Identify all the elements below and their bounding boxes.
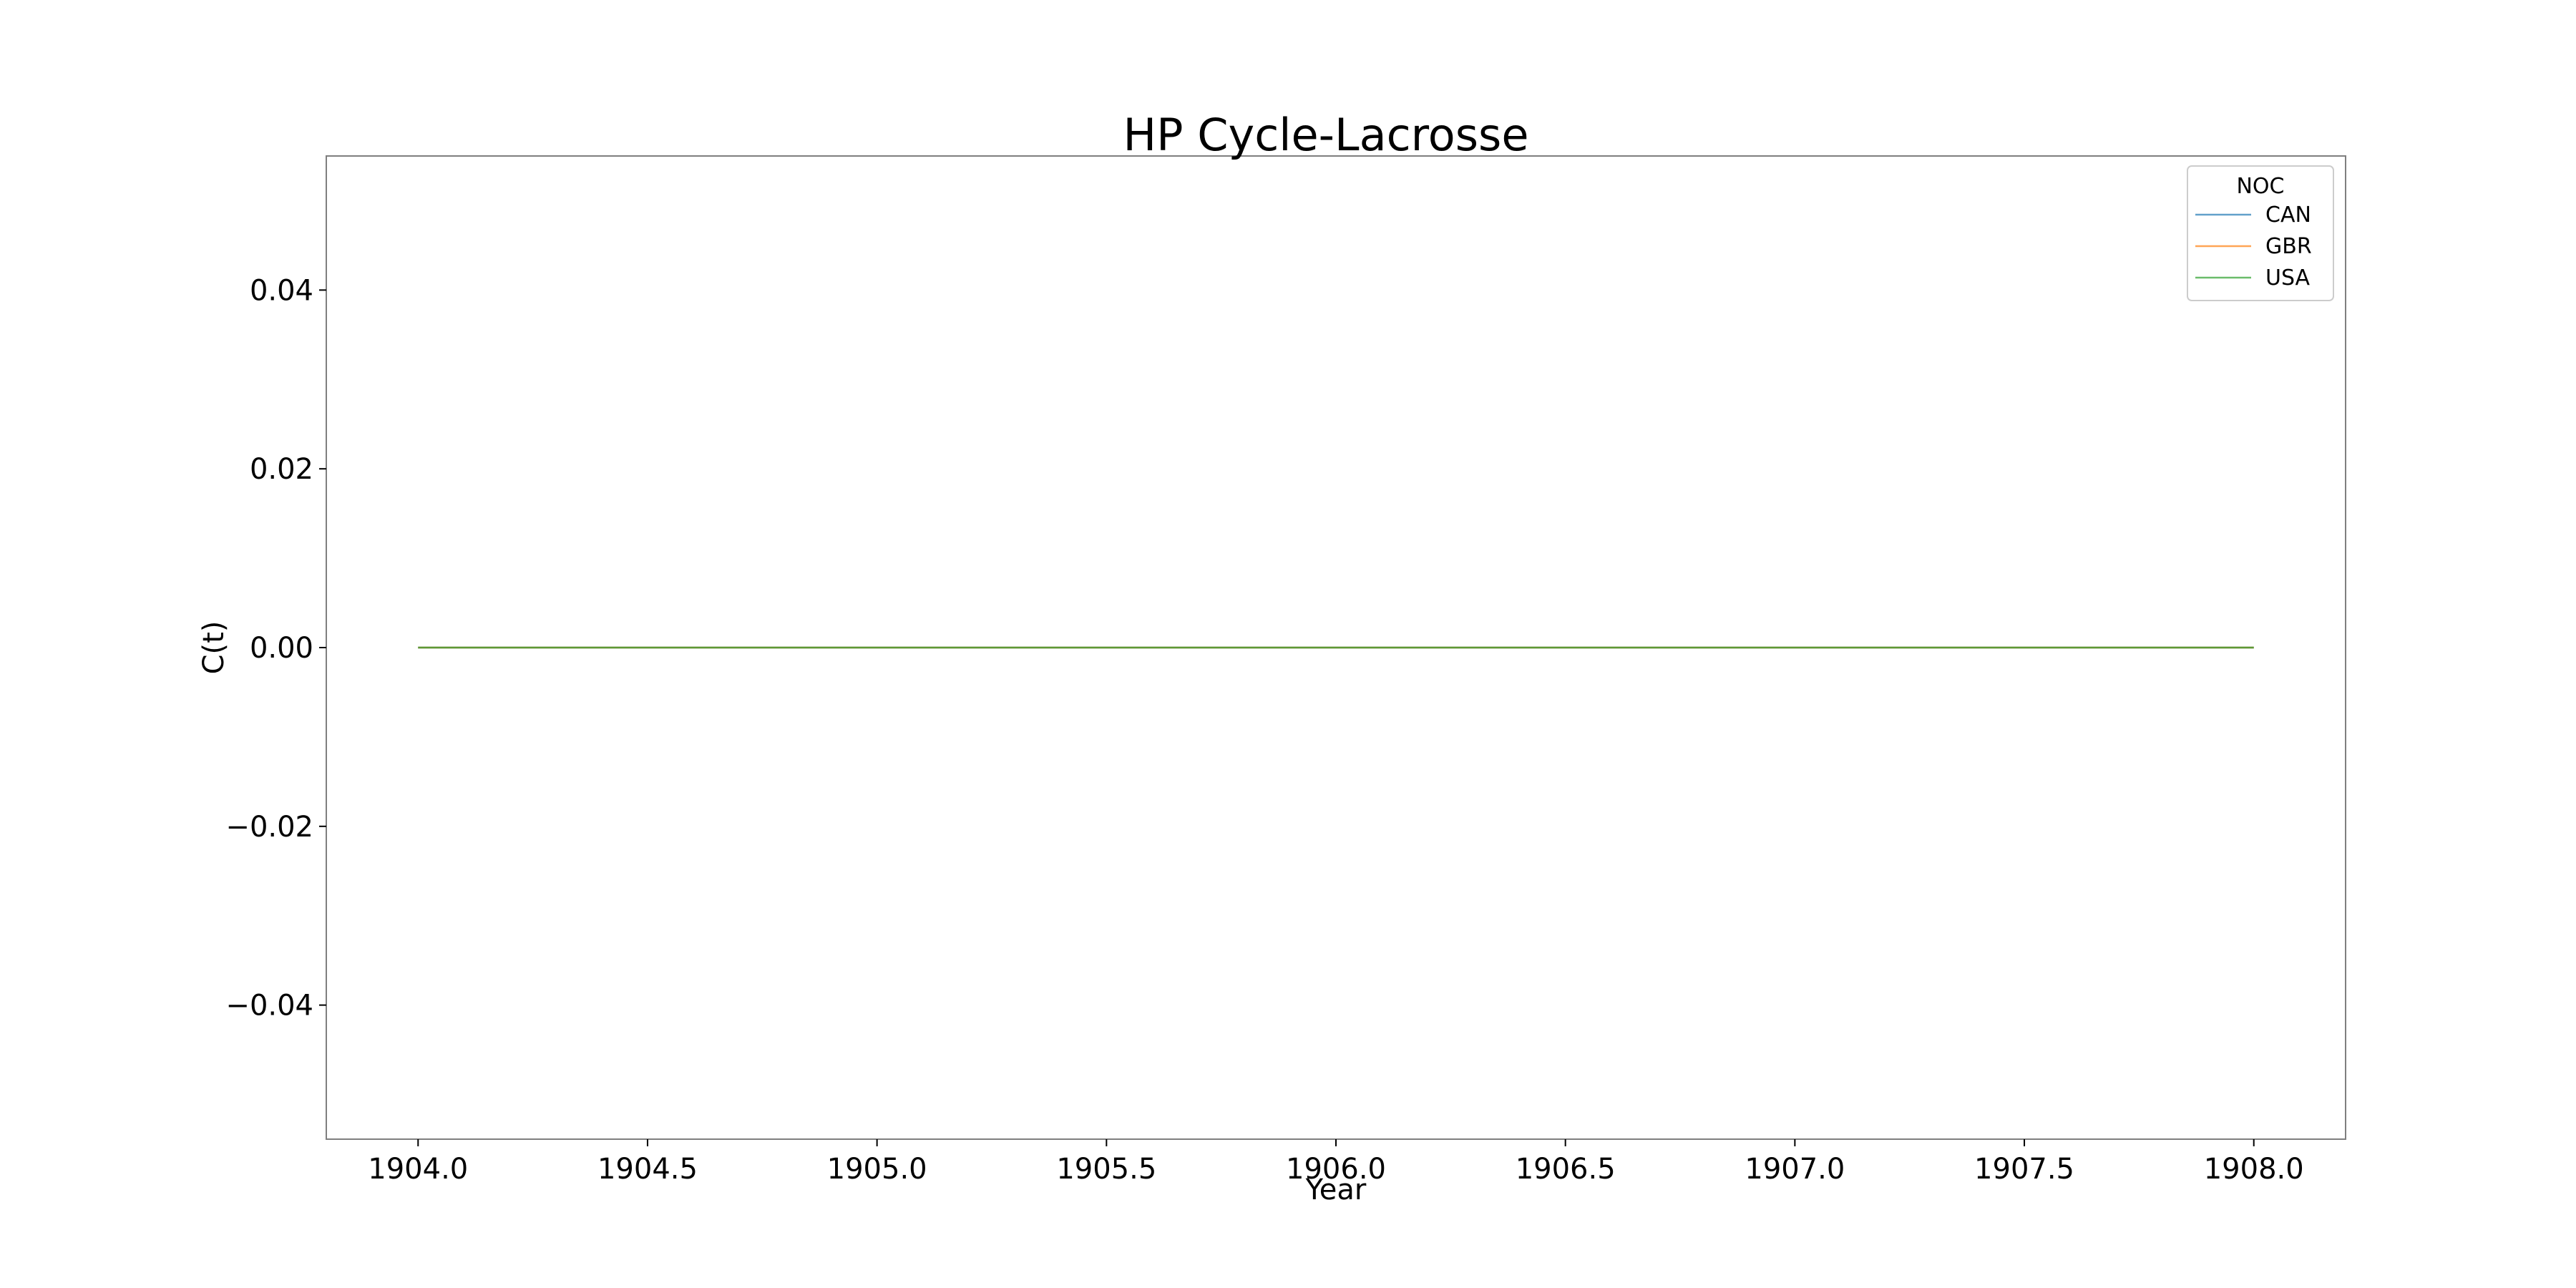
legend: NOC CAN GBR USA xyxy=(2187,165,2334,301)
legend-label-can: CAN xyxy=(2265,203,2311,228)
y-tick-label: 0.00 xyxy=(250,632,313,665)
x-tick-label: 1907.5 xyxy=(1974,1153,2074,1186)
legend-label-gbr: GBR xyxy=(2265,234,2312,259)
x-tick-label: 1905.5 xyxy=(1056,1153,1156,1186)
y-tick-label: 0.04 xyxy=(250,274,313,307)
y-tick-label: −0.02 xyxy=(225,811,313,844)
y-axis: −0.04 −0.02 0.00 0.02 0.04 xyxy=(225,274,326,1023)
x-axis: 1904.0 1904.5 1905.0 1905.5 1906.0 1906.5 1907… xyxy=(368,1139,2304,1186)
x-tick-label: 1906.5 xyxy=(1516,1153,1616,1186)
x-tick-label: 1907.0 xyxy=(1745,1153,1845,1186)
x-axis-label: Year xyxy=(1305,1174,1367,1206)
x-tick-label: 1905.0 xyxy=(827,1153,927,1186)
legend-box xyxy=(2187,165,2334,301)
y-axis-label: C(t) xyxy=(197,621,230,675)
x-tick-label: 1904.5 xyxy=(597,1153,698,1186)
legend-label-usa: USA xyxy=(2265,265,2311,291)
x-tick-label: 1904.0 xyxy=(368,1153,468,1186)
y-tick-label: 0.02 xyxy=(250,453,313,486)
x-tick-label: 1908.0 xyxy=(2204,1153,2304,1186)
chart-title: HP Cycle-Lacrosse xyxy=(1123,109,1529,161)
x-tick-label: 1906.0 xyxy=(1286,1153,1386,1186)
legend-title: NOC xyxy=(2236,174,2284,199)
y-tick-label: −0.04 xyxy=(225,990,313,1023)
